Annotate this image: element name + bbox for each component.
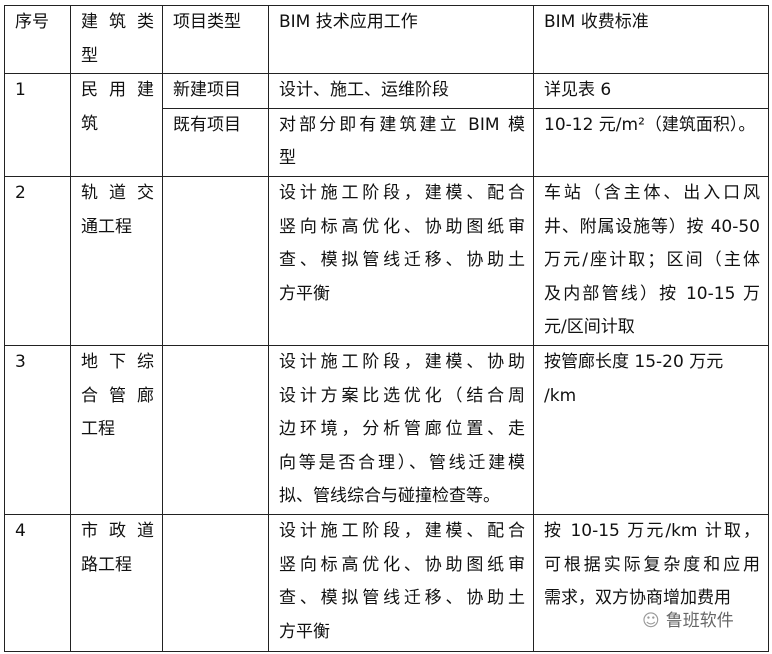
cell-line: 市政道 <box>81 520 154 541</box>
cell-line: 轨道交 <box>81 182 154 203</box>
header-work: BIM 技术应用工作 <box>268 4 534 75</box>
cell-line: 车站（含主体、出入口风 <box>544 182 760 203</box>
cell-line: 可根据实际复杂度和应用 <box>544 554 760 575</box>
cell-project-type: 既有项目 <box>162 107 269 177</box>
cell-line: 按 10-15 万元/km 计取， <box>544 520 760 541</box>
cell-no: 1 <box>4 73 71 177</box>
cell-line: 方平衡 <box>279 283 330 304</box>
cell-line: 工程 <box>81 419 115 440</box>
cell-fee: 按 10-15 万元/km 计取， 可根据实际复杂度和应用 需求，双方协商增加费用 <box>533 513 769 652</box>
cell-line: BIM 收费标准 <box>544 12 649 32</box>
header-type: 建筑类型 <box>70 4 163 75</box>
cell-line: 详见表 6 <box>544 80 612 101</box>
cell-building-type: 民用建筑 <box>70 73 163 177</box>
cell-line: 筑 <box>81 113 98 134</box>
cell-work: 设计施工阶段，建模、协助 设计方案比选优化（结合周 边环境，分析管廊位置、走 向等是否… <box>268 344 534 515</box>
cell-line: 需求，双方协商增加费用 <box>544 588 731 609</box>
cell-project-type <box>162 344 269 515</box>
cell-work: 对部分即有建筑建立 BIM 模型 <box>268 107 534 177</box>
cell-line: 井、附属设施等）按 40-50 <box>544 216 760 237</box>
cell-line: 4 <box>15 520 26 541</box>
cell-fee: 车站（含主体、出入口风 井、附属设施等）按 40-50 万元/座计取；区间（主体 及内… <box>533 175 769 346</box>
cell-line: 竖向标高优化、协助图纸审 <box>279 216 525 237</box>
cell-line: 型 <box>279 148 296 169</box>
cell-line: 对部分即有建筑建立 BIM 模 <box>279 114 525 135</box>
table-row: 既有项目 对部分即有建筑建立 BIM 模型 10-12 元/m²（建筑面积）。 <box>5 107 769 177</box>
table-row: 3 地下综合管廊工程 设计施工阶段，建模、协助 设计方案比选优化（结合周 边环境，分析管… <box>4 344 769 515</box>
cell-project-type <box>162 513 269 652</box>
header-no: 序号 <box>4 4 71 75</box>
cell-line: 拟、管线综合与碰撞检查等。 <box>279 486 500 507</box>
cell-line: 方平衡 <box>279 621 330 642</box>
cell-building-type: 市政道 路工程 <box>70 513 163 652</box>
cell-line: 序号 <box>15 12 49 32</box>
cell-work: 设计施工阶段，建模、配合 竖向标高优化、协助图纸审 查、模拟管线迁移、协助土 方平衡 <box>268 513 534 652</box>
cell-line: 合管廊 <box>81 385 154 406</box>
cell-line: 设计施工阶段，建模、协助 <box>279 351 525 372</box>
cell-line: 向等是否合理）、管线迁建模 <box>279 452 525 473</box>
cell-line: 设计施工阶段，建模、配合 <box>279 520 525 541</box>
wechat-icon: ☺ <box>642 611 660 631</box>
cell-work: 设计、施工、运维阶段 <box>268 73 534 109</box>
cell-line: 型 <box>81 45 98 66</box>
cell-line: /km <box>544 385 577 406</box>
cell-line: 项目类型 <box>173 12 241 32</box>
cell-line: 查、模拟管线迁移、协助土 <box>279 250 525 271</box>
cell-line: 边环境，分析管廊位置、走 <box>279 419 525 440</box>
cell-line: 设计施工阶段，建模、配合 <box>279 182 525 203</box>
cell-line: 万元/座计取；区间（主体 <box>544 250 760 271</box>
cell-no: 2 <box>4 175 71 346</box>
header-row: 序号 建筑类型项目类型 BIM 技术应用工作 BIM 收费标准 <box>4 4 769 75</box>
cell-work: 设计施工阶段，建模、配合 竖向标高优化、协助图纸审 查、模拟管线迁移、协助土 方平衡 <box>268 175 534 346</box>
cell-project-type: 新建项目 <box>162 73 269 109</box>
cell-no: 3 <box>4 344 71 515</box>
cell-building-type: 地下综 合管廊 工程 <box>70 344 163 515</box>
cell-line: 通工程 <box>81 216 132 237</box>
header-project-type: 项目类型 <box>162 4 269 75</box>
cell-fee: 详见表 6 <box>533 73 769 109</box>
cell-line: 2 <box>15 182 26 203</box>
watermark: ☺ 鲁班软件 <box>642 611 734 631</box>
cell-line: 路工程 <box>81 554 132 575</box>
cell-line: 新建项目 <box>173 80 241 101</box>
cell-line: 民用建 <box>81 80 154 101</box>
cell-line: 设计、施工、运维阶段 <box>279 80 449 101</box>
cell-project-type <box>162 175 269 346</box>
cell-line: 及内部管线）按 10-15 万 <box>544 283 760 304</box>
cell-line: 1 <box>15 80 26 101</box>
cell-line: 元/区间计取 <box>544 317 635 338</box>
cell-line: 3 <box>15 351 26 372</box>
cell-line: 按管廊长度 15-20 万元 <box>544 351 724 372</box>
cell-line: 地下综 <box>81 351 154 372</box>
table-row: 4 市政道路工程 设计施工阶段，建模、配合 竖向标高优化、协助图纸审 查、模拟管线迁移、… <box>4 513 769 652</box>
cell-building-type: 轨道交 通工程 <box>70 175 163 346</box>
cell-fee: 10-12 元/m²（建筑面积）。 <box>533 107 769 177</box>
cell-line: BIM 技术应用工作 <box>279 12 418 32</box>
cell-line: 查、模拟管线迁移、协助土 <box>279 588 525 609</box>
cell-line: 10-12 元/m²（建筑面积）。 <box>544 114 756 135</box>
bim-fee-table: 序号 建筑类型项目类型 BIM 技术应用工作 BIM 收费标准 1 民用建筑新建项目 设计、… <box>4 4 769 652</box>
table-row: 2 轨道交通工程 设计施工阶段，建模、配合 竖向标高优化、协助图纸审 查、模拟管线迁移、… <box>4 175 769 346</box>
header-fee: BIM 收费标准 <box>533 4 769 75</box>
cell-line: 既有项目 <box>173 114 241 135</box>
cell-fee: 按管廊长度 15-20 万元/km <box>533 344 769 515</box>
cell-line: 竖向标高优化、协助图纸审 <box>279 554 525 575</box>
cell-no: 4 <box>4 513 71 652</box>
table-row: 1 民用建筑新建项目 设计、施工、运维阶段 详见表 6 <box>4 73 769 177</box>
cell-line: 建筑类 <box>81 12 154 32</box>
cell-line: 设计方案比选优化（结合周 <box>279 385 525 406</box>
